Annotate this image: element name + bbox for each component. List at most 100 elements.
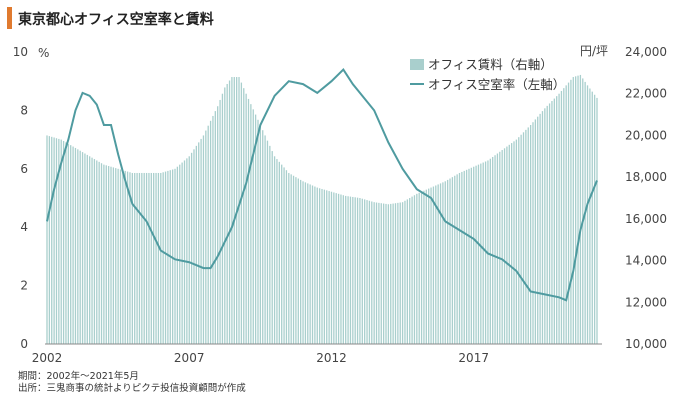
- rent-bar: [373, 202, 375, 344]
- rent-bar: [100, 163, 103, 344]
- rent-bar: [572, 77, 574, 344]
- rent-bar: [74, 147, 77, 344]
- right-tick-label: 18,000: [625, 170, 667, 184]
- rent-bar: [546, 105, 548, 344]
- rent-bar: [430, 187, 432, 344]
- rent-bar: [91, 157, 93, 344]
- legend: オフィス賃料（右軸） オフィス空室率（左軸）: [410, 57, 565, 92]
- rent-bar: [529, 125, 532, 344]
- rent-bar: [110, 166, 112, 344]
- rent-bar: [406, 199, 408, 344]
- rent-bar: [311, 185, 314, 344]
- rent-bar: [150, 172, 152, 344]
- rent-bar: [179, 164, 181, 344]
- rent-bar: [176, 166, 179, 344]
- rent-bar: [117, 168, 119, 344]
- rent-bar: [518, 137, 520, 344]
- rent-bar: [404, 200, 406, 344]
- rent-bar: [364, 199, 366, 344]
- rent-bar: [233, 77, 235, 344]
- left-tick-label: 6: [20, 162, 28, 176]
- rent-bar: [155, 172, 157, 344]
- rent-bar: [537, 116, 539, 344]
- rent-bar: [513, 141, 515, 344]
- rent-bar: [392, 203, 394, 344]
- rent-bar: [273, 156, 276, 344]
- rent-bar: [119, 169, 122, 344]
- rent-bar: [361, 198, 363, 344]
- rent-bar: [428, 188, 430, 344]
- rent-bar: [243, 88, 245, 345]
- rent-bar: [148, 172, 150, 344]
- rent-bar: [596, 97, 598, 344]
- rent-bar: [238, 77, 240, 344]
- rent-bar: [328, 191, 330, 344]
- rent-bar: [565, 85, 567, 345]
- rent-bar: [591, 91, 593, 344]
- rent-bar: [330, 191, 333, 344]
- rent-bar: [356, 197, 359, 344]
- rent-bar: [219, 99, 221, 344]
- rent-bar: [401, 202, 404, 344]
- rent-bar: [96, 160, 98, 344]
- rent-bar: [259, 125, 262, 344]
- rent-bar: [98, 161, 100, 344]
- rent-bar: [292, 175, 295, 344]
- rent-bar: [451, 177, 454, 344]
- rent-bar: [295, 177, 297, 344]
- rent-bar: [221, 93, 224, 345]
- rent-bar: [226, 83, 228, 344]
- rent-bar: [477, 164, 480, 344]
- rent-bar: [136, 172, 138, 344]
- rent-bar: [489, 158, 491, 344]
- rent-bar: [475, 165, 477, 344]
- rent-bar: [345, 195, 347, 344]
- rent-bar: [318, 188, 321, 344]
- rent-bar: [420, 191, 423, 344]
- rent-bar: [70, 145, 72, 344]
- left-tick-label: 10: [13, 45, 28, 59]
- rent-bar: [354, 197, 356, 344]
- rent-bar: [271, 151, 273, 344]
- rent-bar: [539, 113, 541, 344]
- rent-bar: [589, 88, 591, 344]
- rent-bar: [575, 76, 577, 344]
- rent-bar: [335, 193, 337, 344]
- left-tick-label: 8: [20, 103, 28, 117]
- rent-bar: [463, 170, 465, 344]
- rent-bar: [300, 179, 302, 344]
- rent-bar: [503, 148, 506, 344]
- rent-bar: [103, 164, 105, 344]
- rent-bar: [525, 129, 527, 344]
- rent-bar: [454, 175, 456, 344]
- rent-bar: [520, 134, 522, 344]
- rent-bar: [337, 193, 340, 344]
- rent-bar: [501, 150, 503, 344]
- rent-bar: [122, 170, 124, 344]
- rent-bar: [290, 174, 292, 344]
- chart-notes: 期間：2002年～2021年5月 出所：三鬼商事の統計よりピクテ投信投資顧問が作…: [18, 371, 246, 395]
- rent-bar: [461, 171, 463, 344]
- rent-bar: [304, 182, 307, 344]
- rent-bar: [160, 172, 162, 344]
- rent-bar: [183, 160, 186, 344]
- rent-bar: [444, 181, 446, 344]
- rent-bar: [473, 166, 475, 344]
- rent-bar: [579, 74, 582, 344]
- rent-bar: [551, 101, 553, 344]
- rent-bar: [416, 193, 418, 344]
- rent-bar: [157, 172, 160, 344]
- rent-bar: [266, 140, 269, 344]
- rent-bar: [326, 190, 328, 344]
- rent-bar: [62, 140, 65, 344]
- rent-bar: [48, 136, 51, 344]
- x-tick-label: 2007: [174, 351, 205, 365]
- rent-bar: [544, 108, 546, 344]
- rent-bar: [449, 178, 451, 344]
- right-tick-label: 24,000: [625, 45, 667, 59]
- rent-bar: [112, 167, 115, 344]
- rent-bar: [532, 122, 534, 344]
- x-tick-label: 2017: [458, 351, 489, 365]
- rent-bar: [202, 135, 205, 344]
- rent-bar: [81, 152, 84, 344]
